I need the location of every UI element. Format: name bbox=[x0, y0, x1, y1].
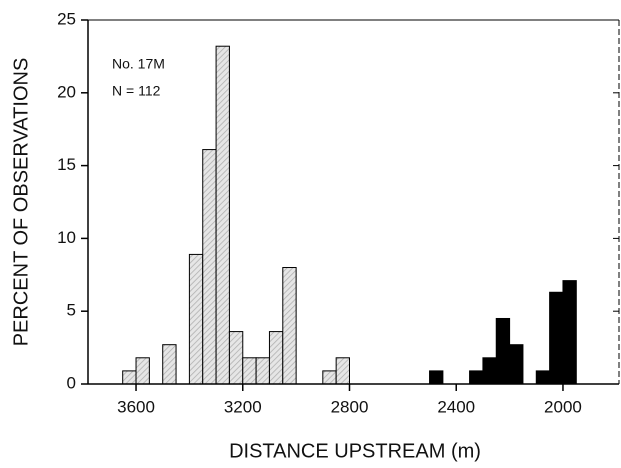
x-tick-label: 2800 bbox=[331, 397, 369, 416]
bar bbox=[135, 357, 150, 385]
bar bbox=[429, 370, 444, 385]
bar bbox=[562, 280, 577, 385]
bar bbox=[322, 370, 337, 385]
bar bbox=[535, 370, 551, 385]
bar bbox=[228, 331, 244, 385]
x-tick-label: 2000 bbox=[544, 397, 582, 416]
x-tick-label: 3600 bbox=[117, 397, 155, 416]
bar bbox=[469, 370, 484, 385]
annotation: No. 17M bbox=[112, 56, 165, 72]
bar bbox=[335, 357, 350, 385]
bar bbox=[202, 149, 217, 385]
y-tick-label: 25 bbox=[57, 9, 76, 28]
bar bbox=[215, 45, 230, 385]
y-tick-label: 5 bbox=[67, 301, 76, 320]
bar bbox=[242, 357, 257, 385]
y-tick-label: 15 bbox=[57, 155, 76, 174]
y-tick-label: 0 bbox=[67, 373, 76, 392]
bar bbox=[268, 331, 284, 385]
x-tick-label: 3200 bbox=[224, 397, 262, 416]
y-axis-label: PERCENT OF OBSERVATIONS bbox=[10, 58, 32, 347]
y-tick-label: 10 bbox=[57, 228, 76, 247]
bar bbox=[509, 344, 524, 385]
bar bbox=[255, 357, 270, 385]
bar bbox=[188, 253, 204, 385]
x-tick-label: 2400 bbox=[437, 397, 475, 416]
x-axis-label: DISTANCE UPSTREAM (m) bbox=[229, 440, 481, 462]
bar bbox=[482, 357, 497, 385]
bar bbox=[549, 291, 564, 385]
bar bbox=[282, 267, 297, 385]
bar bbox=[495, 317, 511, 385]
bar bbox=[162, 344, 177, 385]
annotation: N = 112 bbox=[112, 83, 161, 99]
bar bbox=[122, 370, 137, 385]
y-tick-label: 20 bbox=[57, 82, 76, 101]
